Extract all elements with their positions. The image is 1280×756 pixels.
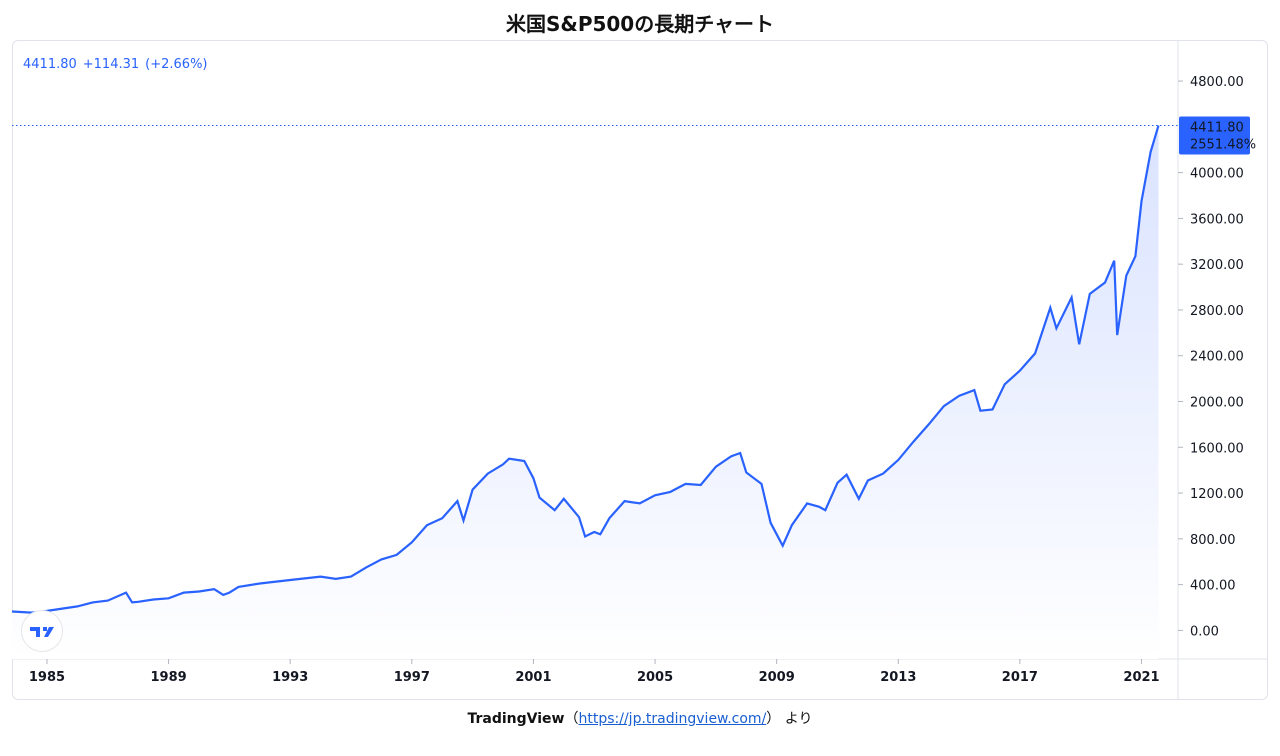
y-tick-label: 400.00	[1190, 579, 1236, 594]
y-tick-label: 1200.00	[1190, 487, 1244, 502]
legend-change-pct: (+2.66%)	[145, 57, 208, 72]
legend-price: 4411.80	[23, 57, 77, 72]
x-tick-label: 2013	[880, 670, 916, 685]
price-legend: 4411.80 +114.31 (+2.66%)	[23, 57, 214, 72]
y-tick-label: 2000.00	[1190, 396, 1244, 411]
source-suffix: より	[784, 711, 813, 727]
x-tick-label: 2005	[637, 670, 673, 685]
last-price-label: 4411.80 2551.48%	[1179, 116, 1256, 155]
x-tick-label: 2021	[1123, 670, 1159, 685]
last-price-value: 4411.80	[1190, 120, 1244, 135]
legend-change: +114.31	[82, 57, 140, 72]
source-name: TradingView	[467, 711, 565, 727]
y-tick-label: 2800.00	[1190, 304, 1244, 319]
y-tick-label: 0.00	[1190, 624, 1219, 639]
x-tick-label: 1993	[272, 670, 308, 685]
chart-title: 米国S&P500の長期チャート	[505, 12, 775, 36]
y-tick-label: 3200.00	[1190, 258, 1244, 273]
last-price-pct: 2551.48%	[1190, 137, 1256, 152]
paren-close: ）	[766, 711, 781, 727]
y-tick-label: 1600.00	[1190, 441, 1244, 456]
y-tick-label: 2400.00	[1190, 350, 1244, 365]
series-area	[12, 125, 1159, 659]
x-tick-label: 1985	[29, 670, 65, 685]
x-tick-label: 1997	[394, 670, 430, 685]
paren-open: （	[564, 711, 579, 727]
source-footer: TradingView（https://jp.tradingview.com/）…	[0, 708, 1280, 728]
y-tick-label: 800.00	[1190, 533, 1236, 548]
series-line	[11, 125, 1160, 614]
y-tick-label: 3600.00	[1190, 212, 1244, 227]
x-tick-label: 2001	[515, 670, 551, 685]
x-tick-label: 1989	[150, 670, 186, 685]
x-tick-label: 2017	[1002, 670, 1038, 685]
y-tick-label: 4800.00	[1190, 75, 1244, 90]
x-tick-label: 2009	[759, 670, 795, 685]
source-link[interactable]: https://jp.tradingview.com/	[578, 711, 767, 727]
chart-frame	[12, 40, 1268, 700]
tradingview-logo-icon[interactable]	[21, 610, 63, 652]
y-tick-label: 4000.00	[1190, 167, 1244, 182]
